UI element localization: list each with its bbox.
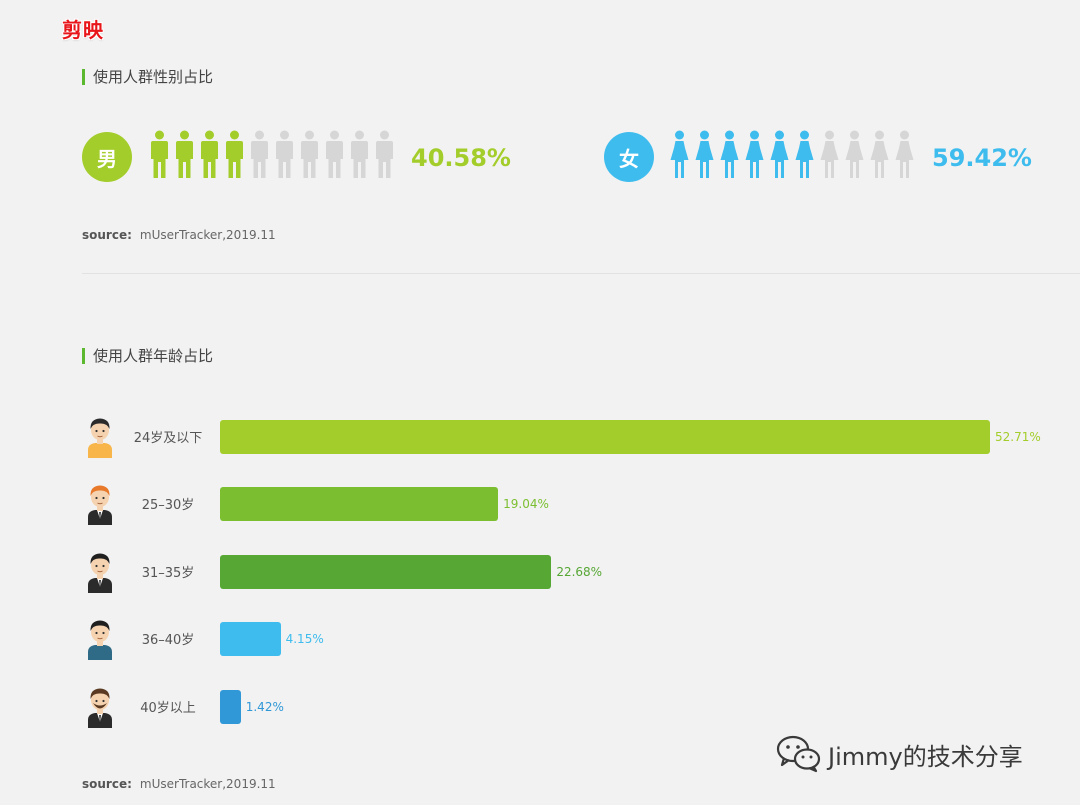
male-figure-icon-filled <box>151 130 168 178</box>
age-value-label: 19.04% <box>503 497 549 511</box>
male-percentage: 40.58% <box>411 144 511 172</box>
age-avatar-icon <box>88 620 112 660</box>
female-figure-icon-empty <box>820 130 839 178</box>
female-figure-icon-empty <box>845 130 864 178</box>
age-row: 25–30岁 19.04% <box>82 481 1062 525</box>
section-divider <box>82 273 1080 274</box>
age-row: 36–40岁 4.15% <box>82 616 1062 660</box>
age-avatar-icon <box>88 553 112 593</box>
female-figure-icon-filled <box>795 130 814 178</box>
male-figure-icon-empty <box>301 130 318 178</box>
male-figure-icon-filled <box>201 130 218 178</box>
age-bar <box>220 555 552 589</box>
female-figure-icon-empty <box>895 130 914 178</box>
female-figure-icon-filled <box>670 130 689 178</box>
age-category-label: 40岁以上 <box>140 701 196 716</box>
male-pictograph <box>150 130 394 180</box>
male-figure-icon-empty <box>351 130 368 178</box>
age-value-label: 1.42% <box>245 700 284 714</box>
age-category-label: 25–30岁 <box>141 498 195 513</box>
female-pictograph <box>670 130 914 180</box>
gender-source-label: source: <box>82 228 132 242</box>
gender-section-title: 使用人群性别占比 <box>82 69 213 85</box>
female-figure-icon-filled <box>745 130 764 178</box>
age-value-label: 52.71% <box>995 430 1041 444</box>
male-figure-icon-empty <box>276 130 293 178</box>
female-figure-icon-filled <box>770 130 789 178</box>
watermark: Jimmy的技术分享 <box>776 734 1023 774</box>
age-avatar-icon <box>88 688 112 728</box>
app-title: 剪映 <box>62 18 104 42</box>
age-value-label: 4.15% <box>285 632 324 646</box>
age-section-title: 使用人群年龄占比 <box>82 348 213 364</box>
watermark-text: Jimmy的技术分享 <box>828 742 1023 771</box>
age-source: source: mUserTracker,2019.11 <box>82 777 276 791</box>
female-figure-icon-filled <box>695 130 714 178</box>
age-bar <box>220 487 499 521</box>
gender-source-value: mUserTracker,2019.11 <box>139 228 276 242</box>
male-figure-icon-empty <box>326 130 343 178</box>
age-bar <box>220 622 281 656</box>
female-percentage: 59.42% <box>932 144 1032 172</box>
male-figure-icon-filled <box>226 130 243 178</box>
age-category-label: 24岁及以下 <box>133 431 203 446</box>
age-avatar-icon <box>88 485 112 525</box>
age-row: 31–35岁 22.68% <box>82 549 1062 593</box>
age-row: 24岁及以下 52.71% <box>82 414 1062 458</box>
age-avatar-icon <box>88 418 112 458</box>
male-row: 男 40.58% <box>82 130 522 186</box>
gender-source: source: mUserTracker,2019.11 <box>82 228 276 242</box>
female-figure-icon-filled <box>720 130 739 178</box>
age-category-label: 36–40岁 <box>141 633 195 648</box>
female-figure-icon-empty <box>870 130 889 178</box>
male-figure-icon-empty <box>251 130 268 178</box>
female-badge: 女 <box>604 132 654 182</box>
male-figure-icon-empty <box>376 130 393 178</box>
age-value-label: 22.68% <box>556 565 603 579</box>
male-badge: 男 <box>82 132 132 182</box>
age-row: 40岁以上 1.42% <box>82 684 1062 728</box>
age-bar <box>220 420 990 454</box>
female-row: 女 59.42% <box>604 130 1044 186</box>
age-source-value: mUserTracker,2019.11 <box>139 777 276 791</box>
age-category-label: 31–35岁 <box>141 566 195 581</box>
age-source-label: source: <box>82 777 132 791</box>
wechat-icon <box>776 735 821 773</box>
age-bar <box>220 690 241 724</box>
male-figure-icon-filled <box>176 130 193 178</box>
